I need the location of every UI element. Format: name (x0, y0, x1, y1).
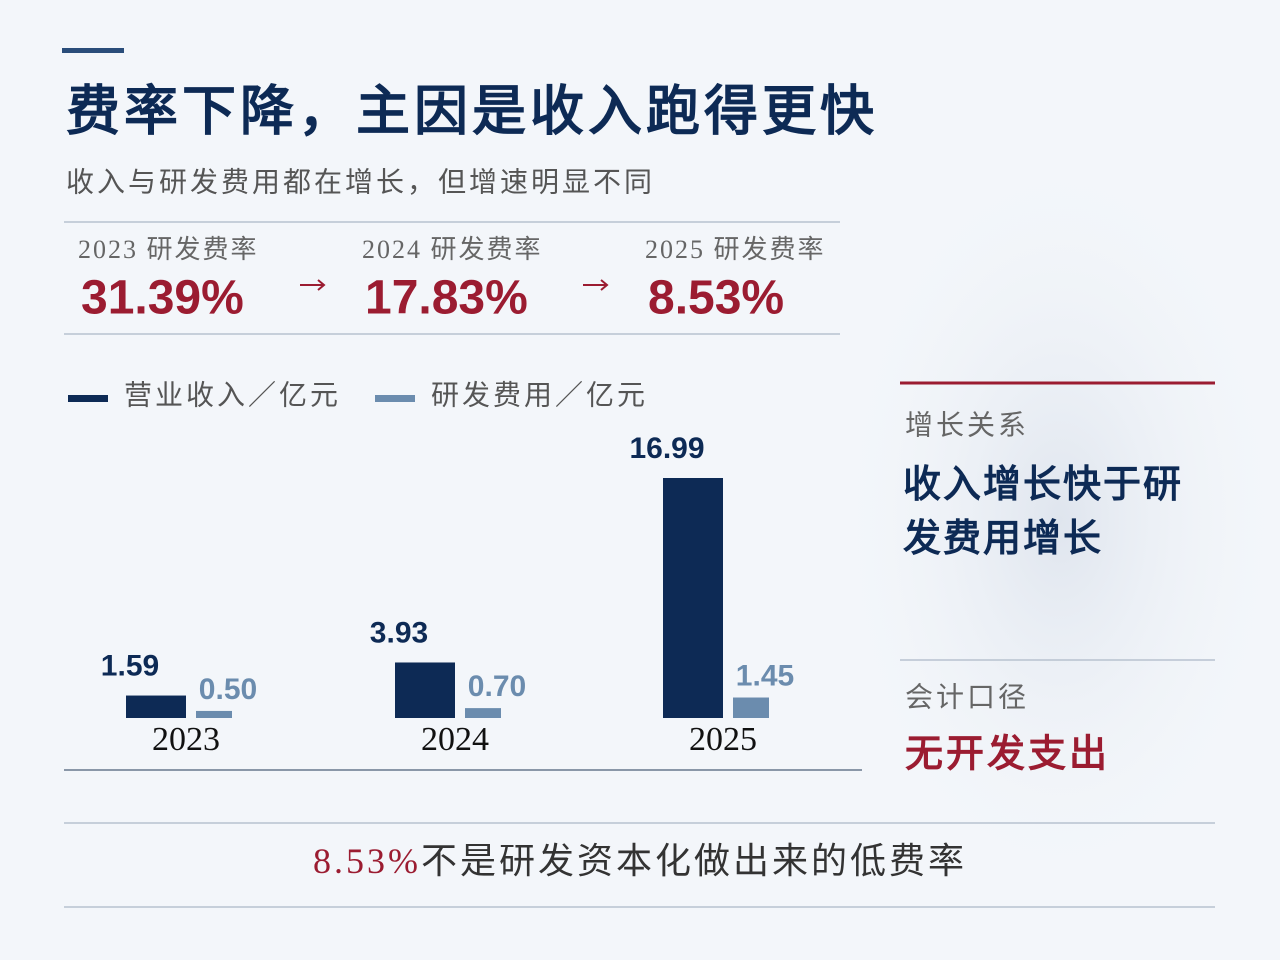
rate-value: 17.83% (365, 272, 528, 325)
legend-swatch (375, 395, 415, 402)
rate-label: 2025 研发费率 (645, 235, 826, 264)
bar (395, 662, 455, 718)
x-tick-label: 2024 (421, 721, 489, 758)
title: 费率下降，主因是收入跑得更快 (66, 81, 878, 141)
value-label: 0.70 (468, 670, 526, 703)
side-text: 收入增长快于研发费用增长 (903, 464, 1184, 560)
x-tick-label: 2025 (689, 721, 757, 758)
footnote-text: 不是研发资本化做出来的低费率 (421, 841, 967, 881)
rate-value: 8.53% (648, 272, 784, 325)
rate-label: 2024 研发费率 (362, 235, 543, 264)
side-text: 无开发支出 (905, 734, 1110, 776)
value-label: 1.45 (736, 659, 794, 692)
arrow (300, 279, 609, 291)
legend-label: 营业收入／亿元 (124, 379, 341, 411)
side-label: 会计口径 (905, 681, 1029, 713)
bar (663, 478, 723, 718)
rate-value: 31.39% (81, 272, 244, 325)
bar (465, 708, 501, 718)
background-illustration (830, 140, 1280, 900)
value-label: 3.93 (370, 616, 428, 649)
bar (196, 710, 232, 718)
bar (733, 697, 769, 718)
legend-label: 研发费用／亿元 (431, 379, 648, 411)
value-label: 1.59 (101, 649, 159, 682)
subtitle: 收入与研发费用都在增长，但增速明显不同 (66, 166, 655, 198)
legend-swatch (68, 395, 108, 402)
footnote: 8.53%不是研发资本化做出来的低费率 (313, 841, 967, 881)
accent-bar (62, 48, 124, 53)
side-label: 增长关系 (905, 409, 1029, 441)
value-label: 0.50 (199, 673, 257, 706)
x-tick-label: 2023 (152, 721, 220, 758)
value-label: 16.99 (629, 432, 704, 465)
bar (126, 695, 186, 718)
footnote-highlight: 8.53% (313, 841, 421, 881)
rate-label: 2023 研发费率 (78, 235, 259, 264)
